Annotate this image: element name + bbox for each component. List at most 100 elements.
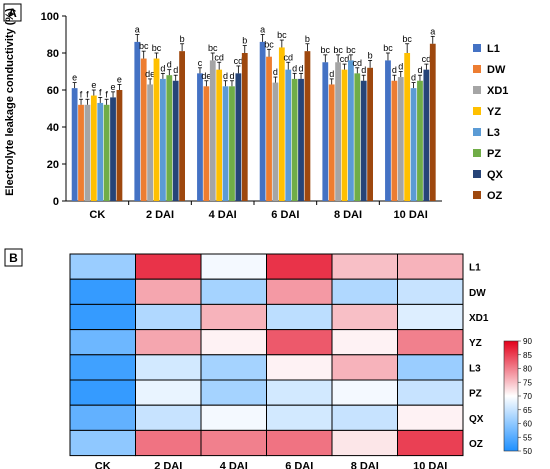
bar xyxy=(179,51,185,202)
bar xyxy=(272,82,279,201)
bar xyxy=(304,51,311,202)
significance-letter: d xyxy=(173,65,178,75)
x-tick-label: 4 DAI xyxy=(209,209,237,221)
heatmap-cell xyxy=(331,429,398,457)
heatmap-row-label: L3 xyxy=(469,363,481,374)
significance-letter: d xyxy=(292,63,297,73)
heatmap-cell xyxy=(397,329,464,356)
bar xyxy=(103,104,110,201)
heatmap-cell xyxy=(266,429,333,457)
heatmap-col-label: 8 DAI xyxy=(351,461,379,469)
heatmap-cell xyxy=(135,278,202,305)
significance-letter: cd xyxy=(283,52,293,62)
heatmap-cell xyxy=(266,253,333,280)
heatmap-cell xyxy=(266,278,333,305)
heatmap-cell xyxy=(135,329,202,356)
heatmap-col-label: 6 DAI xyxy=(285,461,313,469)
heatmap-cell xyxy=(69,429,136,457)
panel-b: B L1 DW XD1 YZ L3 PZ QX OZ CK 2 DAI 4 DAI 6 DAI 8 DA… xyxy=(4,248,532,469)
heatmap: L1 DW XD1 YZ L3 PZ QX OZ CK 2 DAI 4 DAI 6 DAI 8 DAI 1… xyxy=(69,253,489,469)
bar xyxy=(216,69,223,202)
bar xyxy=(367,67,373,201)
panel-a: A Electrolyte leakage conductivity (%) 0… xyxy=(3,3,508,221)
heatmap-cell xyxy=(69,329,136,356)
significance-letter: cd xyxy=(340,54,350,64)
y-tick-label: 60 xyxy=(47,85,59,97)
heatmap-cell xyxy=(266,303,333,331)
bar xyxy=(172,80,179,201)
legend-swatch xyxy=(473,65,481,73)
significance-letter: d xyxy=(160,63,165,73)
heatmap-cell xyxy=(200,253,267,280)
significance-letter: f xyxy=(80,89,83,99)
x-tick-label: 6 DAI xyxy=(271,209,299,221)
a-axes: 0 20 40 60 80 100 CK 2 DAI 4 DAI 6 DAI 8 DAI 10 DAI xyxy=(41,11,442,221)
colorbar-tick-label: 60 xyxy=(523,420,532,429)
bar xyxy=(222,86,229,201)
significance-letter: de xyxy=(201,71,211,81)
colorbar-tick-label: 70 xyxy=(523,392,532,401)
significance-letter: b xyxy=(368,50,373,60)
significance-letter: f xyxy=(105,89,108,99)
heatmap-cell xyxy=(397,253,464,280)
significance-letter: d xyxy=(299,63,304,73)
heatmap-cell xyxy=(69,253,136,280)
y-tick-label: 40 xyxy=(47,122,59,134)
x-tick-label: 10 DAI xyxy=(394,209,428,221)
significance-letter: d xyxy=(329,69,334,79)
heatmap-cell xyxy=(69,379,136,406)
bar xyxy=(341,69,348,202)
bar xyxy=(429,43,436,201)
bar xyxy=(166,75,173,201)
heatmap-cell xyxy=(397,404,464,431)
heatmap-cell xyxy=(200,429,267,457)
colorbar-tick-label: 85 xyxy=(523,351,532,360)
bar xyxy=(385,60,391,202)
significance-letter: e xyxy=(117,74,122,84)
legend-swatch xyxy=(473,86,481,94)
heatmap-cell xyxy=(331,354,398,381)
bar xyxy=(285,69,292,202)
bar xyxy=(71,88,78,201)
heatmap-row-label: OZ xyxy=(469,439,483,450)
heatmap-row-label: YZ xyxy=(469,338,482,349)
heatmap-cell xyxy=(331,253,398,280)
heatmap-cell xyxy=(266,404,333,431)
significance-letter: de xyxy=(145,69,155,79)
bar xyxy=(397,77,404,201)
bar xyxy=(78,104,84,201)
panel-a-label: A xyxy=(8,6,17,20)
significance-letter: cd xyxy=(234,56,244,66)
heatmap-cell xyxy=(200,354,267,381)
colorbar-tick-label: 65 xyxy=(523,406,532,415)
significance-letter: d xyxy=(398,62,403,72)
colorbar-tick-label: 55 xyxy=(523,433,532,442)
heatmap-cell xyxy=(266,354,333,381)
bar xyxy=(391,80,398,201)
significance-letter: b xyxy=(180,34,185,44)
heatmap-cell xyxy=(200,329,267,356)
heatmap-cell xyxy=(200,303,267,331)
bar xyxy=(278,47,285,202)
significance-letter: c xyxy=(198,58,203,68)
heatmap-cell xyxy=(266,379,333,406)
significance-letter: bc xyxy=(402,34,412,44)
significance-letter: b xyxy=(242,36,247,46)
legend-label: L3 xyxy=(487,127,500,139)
legend-label: DW xyxy=(487,64,506,76)
panel-a-label-box xyxy=(3,3,22,22)
significance-letter: d xyxy=(411,73,416,83)
legend-swatch xyxy=(473,128,481,136)
legend-label: QX xyxy=(487,169,504,181)
heatmap-row-label: L1 xyxy=(469,263,481,274)
heatmap-cell xyxy=(135,379,202,406)
heatmap-cell xyxy=(397,379,464,406)
colorbar: 50 55 60 65 70 75 80 85 90 xyxy=(503,337,532,456)
bar xyxy=(328,84,335,201)
bar xyxy=(360,80,367,201)
heatmap-cell xyxy=(397,303,464,331)
bar xyxy=(404,53,411,201)
bar xyxy=(235,73,242,201)
heatmap-cell xyxy=(135,303,202,331)
